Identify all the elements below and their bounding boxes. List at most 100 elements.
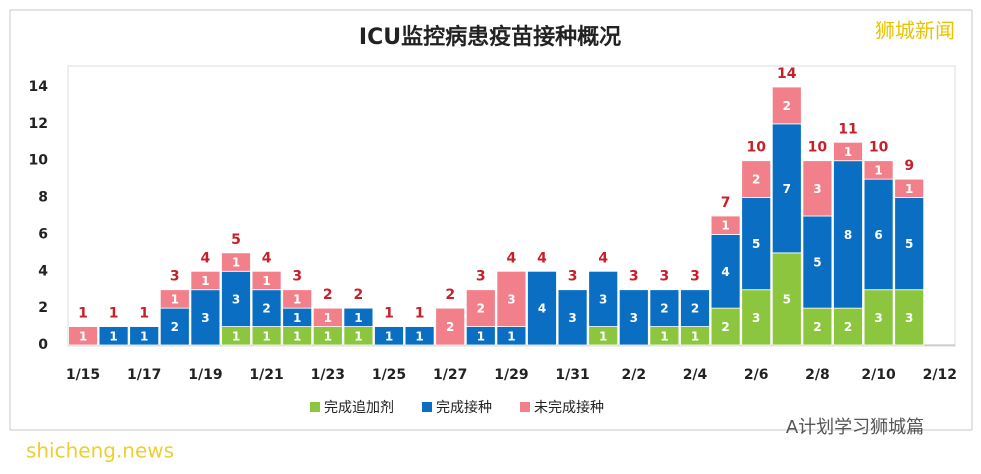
y-tick-label: 6: [38, 226, 48, 242]
bar-segment: [374, 326, 404, 346]
legend-label: 完成接种: [436, 399, 492, 416]
total-label: 1: [109, 306, 119, 322]
bar-segment: [710, 307, 741, 346]
segment-label: 1: [232, 329, 240, 343]
total-label: 5: [231, 232, 241, 248]
segment-label: 2: [691, 302, 699, 316]
segment-label: 3: [568, 311, 576, 325]
y-tick-label: 0: [38, 337, 48, 353]
segment-label: 1: [79, 329, 87, 343]
total-label: 10: [808, 140, 828, 156]
plot-area: [67, 65, 956, 347]
total-label: 2: [354, 287, 364, 303]
x-tick-label: 1/21: [249, 367, 283, 383]
segment-label: 8: [844, 228, 852, 242]
bar-segment: [159, 289, 190, 309]
bar-segment: [496, 270, 527, 327]
total-label: 1: [139, 306, 149, 322]
segment-label: 1: [109, 329, 117, 343]
segment-label: 3: [874, 311, 882, 325]
segment-label: 7: [783, 182, 791, 196]
bar-segment: [833, 307, 863, 346]
legend-swatch: [310, 402, 320, 412]
bar-segment: [863, 289, 894, 346]
bar-segment: [465, 289, 496, 327]
segment-label: 6: [874, 228, 882, 242]
segment-label: 1: [293, 292, 301, 306]
bar-segment: [771, 123, 802, 254]
segment-label: 1: [171, 292, 179, 306]
segment-label: 1: [874, 163, 882, 177]
x-tick-label: 1/15: [66, 367, 100, 383]
x-tick-label: 2/2: [621, 367, 646, 383]
segment-label: 1: [477, 329, 485, 343]
bar-segment: [894, 289, 925, 346]
bar-segment: [159, 307, 190, 346]
y-tick-label: 10: [29, 153, 49, 169]
x-tick-label: 1/19: [188, 367, 222, 383]
bar-segment: [190, 289, 221, 346]
bar-segment: [710, 234, 741, 309]
segment-label: 1: [232, 256, 240, 270]
bar-segment: [98, 326, 129, 346]
segment-label: 3: [232, 292, 240, 306]
segment-label: 1: [140, 329, 148, 343]
bar-segment: [282, 289, 313, 309]
bar-segment: [833, 141, 863, 162]
segment-label: 5: [905, 237, 913, 251]
segment-label: 1: [844, 145, 852, 159]
total-label: 3: [292, 269, 302, 285]
bar-segment: [710, 215, 741, 235]
segment-label: 4: [721, 265, 729, 279]
segment-label: 1: [691, 329, 699, 343]
x-tick-label: 1/25: [372, 367, 406, 383]
total-label: 4: [507, 250, 517, 266]
segment-label: 1: [905, 182, 913, 196]
bar-segment: [68, 326, 98, 346]
segment-label: 2: [660, 302, 668, 316]
bar-segment: [894, 197, 925, 291]
x-tick-label: 2/6: [744, 367, 769, 383]
total-label: 3: [170, 269, 180, 285]
segment-label: 1: [354, 329, 362, 343]
x-tick-label: 1/27: [433, 367, 467, 383]
bar-segment: [557, 289, 588, 346]
segment-label: 2: [844, 320, 852, 334]
bar-segment: [680, 289, 710, 327]
legend-swatch: [422, 402, 432, 412]
total-label: 3: [629, 269, 639, 285]
segment-label: 5: [783, 292, 791, 306]
segment-label: 2: [783, 99, 791, 113]
bar-segment: [404, 326, 435, 346]
total-label: 3: [568, 269, 578, 285]
total-label: 1: [78, 306, 88, 322]
total-label: 7: [721, 195, 731, 211]
segment-label: 3: [813, 182, 821, 196]
segment-label: 1: [293, 311, 301, 325]
chart-title: ICU监控病患疫苗接种概况: [359, 24, 621, 50]
total-label: 1: [415, 306, 425, 322]
segment-label: 3: [507, 292, 515, 306]
x-tick-label: 2/4: [683, 367, 708, 383]
segment-label: 3: [752, 311, 760, 325]
bar-segment: [649, 289, 680, 327]
bar-segment: [251, 289, 282, 327]
bar-segment: [251, 270, 282, 291]
x-tick-label: 2/8: [805, 367, 830, 383]
total-label: 4: [537, 250, 547, 266]
legend-swatch: [520, 402, 530, 412]
segment-label: 2: [477, 302, 485, 316]
segment-label: 2: [813, 320, 821, 334]
total-label: 3: [690, 269, 700, 285]
segment-label: 1: [385, 329, 393, 343]
total-label: 4: [262, 250, 272, 266]
bar-segment: [312, 307, 343, 327]
segment-label: 1: [293, 329, 301, 343]
segment-label: 1: [262, 329, 270, 343]
segment-label: 1: [324, 329, 332, 343]
bar-segment: [343, 307, 374, 327]
bar-segment: [741, 289, 772, 346]
total-label: 10: [869, 140, 889, 156]
